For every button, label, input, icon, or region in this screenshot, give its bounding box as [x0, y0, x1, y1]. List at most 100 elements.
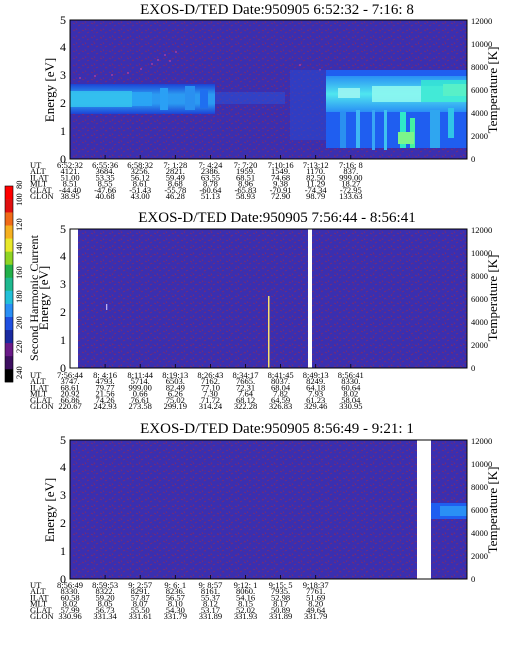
x-tick-label: 8:41:45: [268, 370, 294, 380]
ephemeris-value: -47.66: [94, 185, 116, 195]
p1-ytick-4: 4: [60, 40, 66, 54]
p3-y2tick-3: 6000: [471, 505, 488, 515]
panel-2: EXOS-D/TED Date:950905 7:56:44 - 8:56:41…: [30, 210, 500, 411]
colorbar-swatch: [5, 355, 13, 370]
ephemeris-value: 4121.: [60, 166, 79, 176]
ephemeris-value: 8236.: [166, 586, 185, 596]
ephemeris-value: 3747.: [60, 376, 79, 386]
colorbar-tick-140: 140: [14, 242, 24, 255]
ephemeris-value: 8.55: [98, 179, 113, 189]
panel-2-y-axis-right: 0 2000 4000 6000 8000 10000 12000 Temper…: [471, 225, 500, 373]
x-tick-label: 8:26:43: [197, 370, 223, 380]
p2-y2tick-0: 0: [471, 363, 475, 373]
ephemeris-value: 55.37: [201, 592, 220, 602]
panel-2-title: EXOS-D/TED Date:950905 7:56:44 - 8:56:41: [138, 210, 415, 226]
p3-y2tick-1: 2000: [471, 551, 488, 561]
ephemeris-value: 60.58: [60, 592, 79, 602]
p3-y2tick-6: 12000: [471, 436, 492, 446]
p1-ytick-3: 3: [60, 68, 66, 82]
panel-3: EXOS-D/TED Date:950905 8:56:49 - 9:21: 1…: [30, 421, 500, 621]
colorbar-swatch: [5, 238, 13, 252]
p1-y2tick-2: 4000: [471, 108, 488, 118]
ephemeris-value: 53.35: [96, 172, 115, 182]
ephemeris-value: 1959.: [236, 166, 255, 176]
p1-y2tick-3: 6000: [471, 85, 488, 95]
ephemeris-value: -60.64: [199, 185, 222, 195]
colorbar-swatches: [5, 186, 13, 383]
panel-2-data-gap-mid: [308, 229, 312, 368]
colorbar-swatch: [5, 199, 13, 213]
p1-ytick-0: 0: [60, 152, 66, 166]
ephemeris-value: 68.51: [236, 172, 255, 182]
ephemeris-value: 43.00: [131, 191, 150, 201]
ephemeris-row-label: UT: [30, 370, 42, 380]
ephemeris-value: 7.82: [273, 389, 288, 399]
colorbar-tick-120: 120: [14, 218, 24, 231]
colorbar-swatch: [5, 251, 13, 265]
p2-y2tick-1: 2000: [471, 340, 488, 350]
ephemeris-value: 8.05: [98, 599, 113, 609]
ephemeris-value: 52.02: [236, 605, 255, 615]
ephemeris-value: 8249.: [306, 376, 325, 386]
ephemeris-row-label: GLAT: [30, 185, 53, 195]
panel-1: EXOS-D/TED Date:950905 6:52:32 - 7:16: 8: [30, 2, 500, 201]
ephemeris-value: 46.28: [166, 191, 185, 201]
x-tick-label: 8:34:17: [233, 370, 259, 380]
p1-ytick-2: 2: [60, 96, 66, 110]
colorbar-tick-200: 200: [14, 316, 24, 329]
ephemeris-value: 53.17: [201, 605, 220, 615]
ephemeris-value: 322.28: [234, 401, 257, 411]
colorbar-swatch: [5, 212, 13, 226]
x-tick-label: 7:13:12: [303, 160, 329, 170]
ephemeris-value: 331.89: [269, 611, 292, 621]
colorbar-tick-220: 220: [14, 340, 24, 353]
colorbar-swatch: [5, 329, 13, 344]
ephemeris-value: 56.73: [96, 605, 115, 615]
ephemeris-value: 18.27: [341, 179, 360, 189]
colorbar-swatch: [5, 264, 13, 278]
p2-ytick-1: 1: [60, 333, 66, 347]
ephemeris-value: 273.58: [129, 401, 152, 411]
ephemeris-value: 8.15: [238, 599, 253, 609]
p2-y2tick-4: 8000: [471, 271, 488, 281]
ephemeris-row-label: ALT: [30, 586, 47, 596]
ephemeris-value: 299.19: [164, 401, 187, 411]
ephemeris-value: 51.00: [60, 172, 79, 182]
ephemeris-row-label: GLON: [30, 401, 54, 411]
p2-ytick-0: 0: [60, 361, 66, 375]
ephemeris-value: 9.38: [273, 179, 288, 189]
ephemeris-value: 8.20: [308, 599, 323, 609]
p1-ylabel2: Temperature [K]: [485, 47, 500, 134]
colorbar-tick-240: 240: [14, 366, 24, 379]
p2-ytick-3: 3: [60, 277, 66, 291]
ephemeris-row-label: MLT: [30, 389, 48, 399]
colorbar: 240 220 200 180 160 140 120 100 80 Secon…: [4, 181, 41, 383]
colorbar-swatch: [5, 277, 13, 291]
p3-ytick-4: 4: [60, 460, 66, 474]
ephemeris-value: 68.12: [236, 395, 255, 405]
p3-y2tick-4: 8000: [471, 482, 488, 492]
p2-ytick-5: 5: [60, 222, 66, 236]
x-tick-label: 7:10:16: [268, 160, 294, 170]
ephemeris-value: 1549.: [271, 166, 290, 176]
ephemeris-value: 8291.: [131, 586, 150, 596]
ephemeris-value: 6.26: [168, 389, 183, 399]
ephemeris-value: 8330.: [60, 586, 79, 596]
ephemeris-value: 3684.: [96, 166, 115, 176]
panel-1-y-axis-right: 0 2000 4000 6000 8000 10000 12000 Temper…: [471, 16, 500, 164]
ephemeris-value: 82.49: [166, 382, 185, 392]
ephemeris-value: 2386.: [201, 166, 220, 176]
ephemeris-value: 0.66: [133, 389, 148, 399]
colorbar-swatch: [5, 290, 13, 304]
x-tick-label: 7: 1:28: [163, 160, 187, 170]
panel-2-data-gap-left: [70, 229, 78, 368]
ephemeris-value: 21.56: [96, 389, 115, 399]
ephemeris-value: 74.26: [96, 395, 115, 405]
ephemeris-value: 331.34: [93, 611, 117, 621]
ephemeris-row-label: ALT: [30, 166, 47, 176]
ephemeris-value: 8.78: [203, 179, 218, 189]
x-tick-label: 8: 4:16: [93, 370, 117, 380]
x-tick-label: 9:15: 5: [269, 580, 293, 590]
